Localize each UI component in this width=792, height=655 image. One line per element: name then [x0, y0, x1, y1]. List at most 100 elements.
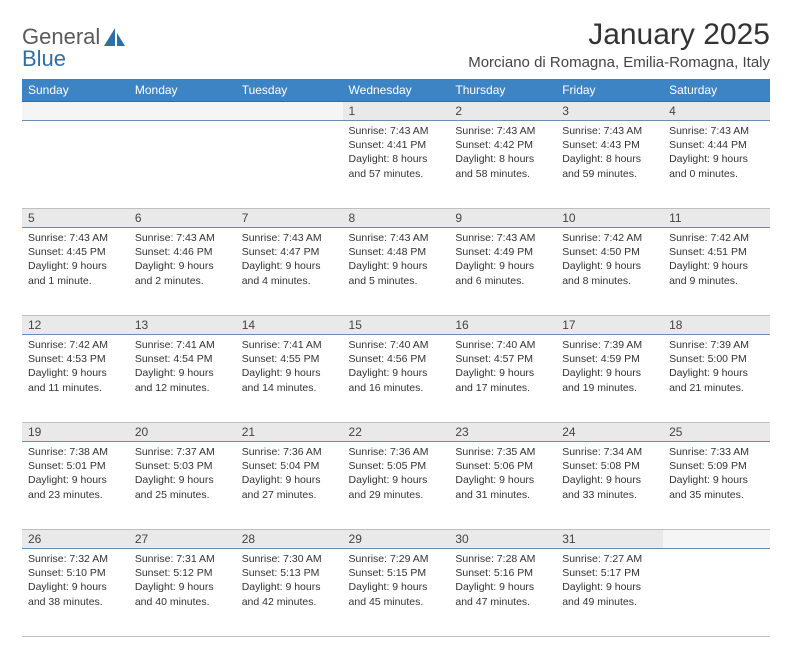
header: General January 2025 Morciano di Romagna…: [22, 18, 770, 71]
sunset-text: Sunset: 5:09 PM: [669, 459, 764, 473]
daylight-text: Daylight: 9 hours and 38 minutes.: [28, 580, 123, 608]
day-cell: Sunrise: 7:43 AMSunset: 4:49 PMDaylight:…: [449, 228, 556, 316]
sunset-text: Sunset: 4:42 PM: [455, 138, 550, 152]
sunrise-text: Sunrise: 7:42 AM: [669, 231, 764, 245]
daylight-text: Daylight: 9 hours and 27 minutes.: [242, 473, 337, 501]
sunset-text: Sunset: 5:16 PM: [455, 566, 550, 580]
sunrise-text: Sunrise: 7:43 AM: [135, 231, 230, 245]
day-cell: Sunrise: 7:41 AMSunset: 4:55 PMDaylight:…: [236, 335, 343, 423]
title-block: January 2025 Morciano di Romagna, Emilia…: [468, 18, 770, 71]
sunset-text: Sunset: 5:12 PM: [135, 566, 230, 580]
daylight-text: Daylight: 9 hours and 5 minutes.: [349, 259, 444, 287]
sunset-text: Sunset: 5:05 PM: [349, 459, 444, 473]
sunrise-text: Sunrise: 7:43 AM: [455, 231, 550, 245]
day-cell: Sunrise: 7:37 AMSunset: 5:03 PMDaylight:…: [129, 442, 236, 530]
day-cell: Sunrise: 7:39 AMSunset: 5:00 PMDaylight:…: [663, 335, 770, 423]
month-title: January 2025: [468, 18, 770, 52]
day-number-cell: 12: [22, 316, 129, 335]
daylight-text: Daylight: 9 hours and 4 minutes.: [242, 259, 337, 287]
day-cell: Sunrise: 7:43 AMSunset: 4:48 PMDaylight:…: [343, 228, 450, 316]
day-cell: Sunrise: 7:29 AMSunset: 5:15 PMDaylight:…: [343, 549, 450, 637]
daylight-text: Daylight: 9 hours and 11 minutes.: [28, 366, 123, 394]
sunset-text: Sunset: 4:46 PM: [135, 245, 230, 259]
day-cell: Sunrise: 7:27 AMSunset: 5:17 PMDaylight:…: [556, 549, 663, 637]
day-cell: Sunrise: 7:36 AMSunset: 5:04 PMDaylight:…: [236, 442, 343, 530]
week-row: Sunrise: 7:42 AMSunset: 4:53 PMDaylight:…: [22, 335, 770, 423]
logo-text-blue: Blue: [22, 46, 66, 72]
day-cell: Sunrise: 7:42 AMSunset: 4:51 PMDaylight:…: [663, 228, 770, 316]
sunrise-text: Sunrise: 7:34 AM: [562, 445, 657, 459]
day-number-cell: 16: [449, 316, 556, 335]
logo-sail-icon: [104, 28, 126, 48]
day-header-row: Sunday Monday Tuesday Wednesday Thursday…: [22, 79, 770, 102]
sunset-text: Sunset: 4:47 PM: [242, 245, 337, 259]
daylight-text: Daylight: 9 hours and 35 minutes.: [669, 473, 764, 501]
sunrise-text: Sunrise: 7:43 AM: [455, 124, 550, 138]
day-number-cell: 4: [663, 102, 770, 121]
day-number-cell: 29: [343, 530, 450, 549]
sunrise-text: Sunrise: 7:35 AM: [455, 445, 550, 459]
daylight-text: Daylight: 9 hours and 40 minutes.: [135, 580, 230, 608]
daylight-text: Daylight: 8 hours and 59 minutes.: [562, 152, 657, 180]
daylight-text: Daylight: 9 hours and 45 minutes.: [349, 580, 444, 608]
sunrise-text: Sunrise: 7:28 AM: [455, 552, 550, 566]
daylight-text: Daylight: 9 hours and 0 minutes.: [669, 152, 764, 180]
daylight-text: Daylight: 9 hours and 42 minutes.: [242, 580, 337, 608]
sunset-text: Sunset: 5:08 PM: [562, 459, 657, 473]
dayhead-fri: Friday: [556, 79, 663, 102]
sunrise-text: Sunrise: 7:39 AM: [669, 338, 764, 352]
day-number-cell: [236, 102, 343, 121]
daynum-row: 262728293031: [22, 530, 770, 549]
daylight-text: Daylight: 9 hours and 16 minutes.: [349, 366, 444, 394]
daynum-row: 1234: [22, 102, 770, 121]
sunset-text: Sunset: 4:45 PM: [28, 245, 123, 259]
day-cell: Sunrise: 7:41 AMSunset: 4:54 PMDaylight:…: [129, 335, 236, 423]
day-cell: Sunrise: 7:43 AMSunset: 4:41 PMDaylight:…: [343, 121, 450, 209]
sunrise-text: Sunrise: 7:36 AM: [242, 445, 337, 459]
daylight-text: Daylight: 9 hours and 25 minutes.: [135, 473, 230, 501]
dayhead-wed: Wednesday: [343, 79, 450, 102]
day-number-cell: 2: [449, 102, 556, 121]
day-number-cell: 23: [449, 423, 556, 442]
sunrise-text: Sunrise: 7:43 AM: [242, 231, 337, 245]
sunrise-text: Sunrise: 7:33 AM: [669, 445, 764, 459]
day-number-cell: 30: [449, 530, 556, 549]
sunrise-text: Sunrise: 7:37 AM: [135, 445, 230, 459]
sunrise-text: Sunrise: 7:43 AM: [669, 124, 764, 138]
day-number-cell: [663, 530, 770, 549]
sunset-text: Sunset: 4:53 PM: [28, 352, 123, 366]
sunrise-text: Sunrise: 7:43 AM: [349, 231, 444, 245]
day-number-cell: 7: [236, 209, 343, 228]
sunset-text: Sunset: 4:41 PM: [349, 138, 444, 152]
day-number-cell: 31: [556, 530, 663, 549]
calendar-table: Sunday Monday Tuesday Wednesday Thursday…: [22, 79, 770, 637]
sunrise-text: Sunrise: 7:36 AM: [349, 445, 444, 459]
daylight-text: Daylight: 8 hours and 58 minutes.: [455, 152, 550, 180]
daylight-text: Daylight: 9 hours and 12 minutes.: [135, 366, 230, 394]
location-text: Morciano di Romagna, Emilia-Romagna, Ita…: [468, 54, 770, 71]
sunset-text: Sunset: 4:55 PM: [242, 352, 337, 366]
daylight-text: Daylight: 9 hours and 1 minute.: [28, 259, 123, 287]
daylight-text: Daylight: 9 hours and 21 minutes.: [669, 366, 764, 394]
week-row: Sunrise: 7:38 AMSunset: 5:01 PMDaylight:…: [22, 442, 770, 530]
sunset-text: Sunset: 4:57 PM: [455, 352, 550, 366]
sunset-text: Sunset: 5:06 PM: [455, 459, 550, 473]
sunset-text: Sunset: 5:00 PM: [669, 352, 764, 366]
sunrise-text: Sunrise: 7:42 AM: [562, 231, 657, 245]
day-cell: [236, 121, 343, 209]
day-number-cell: 8: [343, 209, 450, 228]
day-cell: Sunrise: 7:43 AMSunset: 4:42 PMDaylight:…: [449, 121, 556, 209]
day-cell: Sunrise: 7:36 AMSunset: 5:05 PMDaylight:…: [343, 442, 450, 530]
daylight-text: Daylight: 8 hours and 57 minutes.: [349, 152, 444, 180]
day-cell: Sunrise: 7:40 AMSunset: 4:56 PMDaylight:…: [343, 335, 450, 423]
day-number-cell: 24: [556, 423, 663, 442]
day-cell: [22, 121, 129, 209]
daylight-text: Daylight: 9 hours and 29 minutes.: [349, 473, 444, 501]
day-number-cell: 26: [22, 530, 129, 549]
sunrise-text: Sunrise: 7:31 AM: [135, 552, 230, 566]
week-row: Sunrise: 7:32 AMSunset: 5:10 PMDaylight:…: [22, 549, 770, 637]
day-cell: Sunrise: 7:42 AMSunset: 4:53 PMDaylight:…: [22, 335, 129, 423]
daylight-text: Daylight: 9 hours and 2 minutes.: [135, 259, 230, 287]
sunset-text: Sunset: 5:15 PM: [349, 566, 444, 580]
day-number-cell: 14: [236, 316, 343, 335]
